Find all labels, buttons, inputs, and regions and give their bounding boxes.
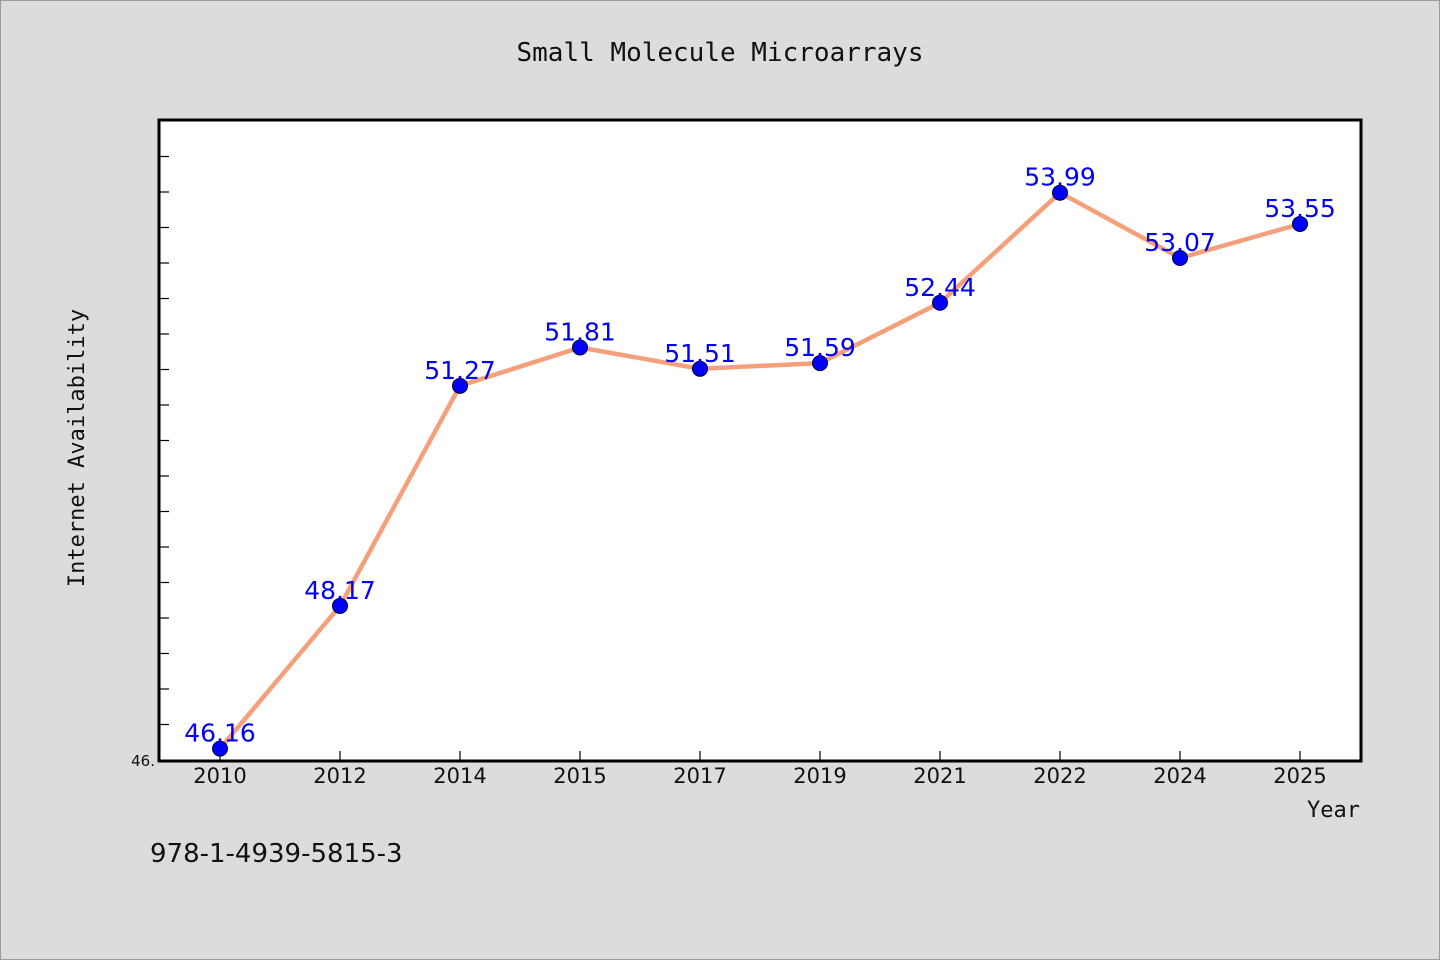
x-tick-label: 2019 <box>793 764 846 788</box>
x-axis-ticks <box>219 751 1301 760</box>
data-point-marker <box>932 294 948 311</box>
x-tick-label: 2010 <box>193 764 246 788</box>
data-label: 53.99 <box>1024 163 1096 192</box>
y-tick-label: 46. <box>131 752 155 770</box>
y-axis-label: Internet Availability <box>65 309 90 587</box>
data-point-marker <box>1292 215 1308 232</box>
data-point-marker <box>1172 250 1188 267</box>
x-tick-label: 2014 <box>433 764 486 788</box>
data-label: 51.81 <box>544 317 616 346</box>
x-tick-label: 2017 <box>673 764 726 788</box>
x-tick-label: 2015 <box>553 764 606 788</box>
data-label: 53.07 <box>1144 228 1216 257</box>
data-point-marker <box>1052 184 1068 201</box>
data-point-marker <box>332 597 348 614</box>
series-markers <box>212 184 1308 757</box>
chart-title: Small Molecule Microarrays <box>517 38 924 68</box>
series-line <box>217 190 1303 751</box>
data-point-marker <box>572 339 588 356</box>
x-tick-labels: 2010 2012 2014 2015 2017 2019 2021 2022 2024 2025 <box>193 764 1326 788</box>
data-labels: 46.16 48.17 51.27 51.81 51.51 51.59 52.44 53.99… <box>184 163 1336 748</box>
data-label: 52.44 <box>904 273 976 302</box>
data-point-marker <box>692 360 708 377</box>
x-tick-label: 2025 <box>1273 764 1326 788</box>
x-tick-label: 2021 <box>913 764 966 788</box>
plot-area <box>157 118 1363 763</box>
data-label: 48.17 <box>304 576 376 605</box>
data-label: 46.16 <box>184 719 256 748</box>
isbn-footer: 978-1-4939-5815-3 <box>150 839 403 869</box>
data-point-marker <box>212 740 228 757</box>
y-axis-ticks <box>160 155 169 726</box>
data-point-marker <box>812 355 828 372</box>
data-label: 51.59 <box>784 333 856 362</box>
x-tick-label: 2012 <box>313 764 366 788</box>
data-label: 53.55 <box>1264 194 1336 223</box>
x-tick-label: 2024 <box>1153 764 1206 788</box>
data-label: 51.27 <box>424 356 496 385</box>
data-point-marker <box>452 377 468 394</box>
x-tick-label: 2022 <box>1033 764 1086 788</box>
x-axis-label: Year <box>1307 798 1360 823</box>
data-label: 51.51 <box>664 339 736 368</box>
